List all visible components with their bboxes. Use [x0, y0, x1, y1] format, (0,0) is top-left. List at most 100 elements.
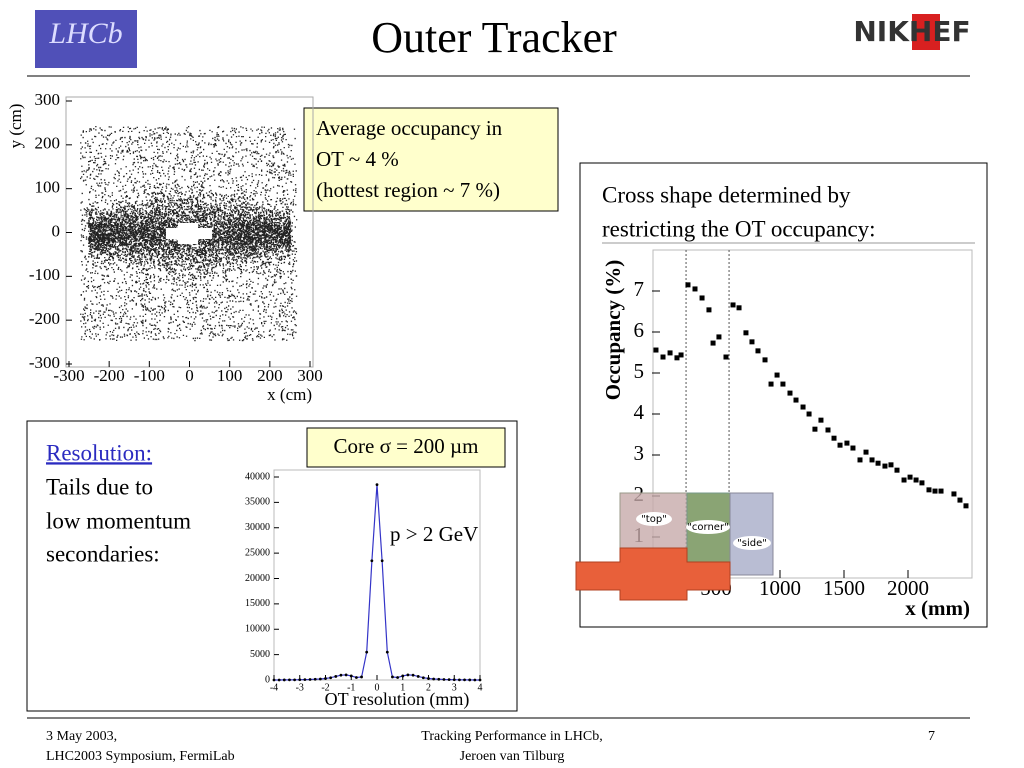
resolution-text: low momentum — [46, 508, 191, 533]
panel-text: Cross shape determined by — [602, 182, 851, 207]
note-line: Average occupancy in — [316, 116, 503, 140]
data-point — [780, 381, 786, 387]
page-number: 7 — [928, 729, 935, 744]
data-point — [699, 295, 705, 301]
momentum-text: p > 2 GeV — [390, 522, 478, 546]
logo-left-bg — [35, 10, 137, 68]
y-tick-label: 10000 — [245, 624, 270, 635]
data-point — [749, 339, 755, 345]
data-point — [919, 480, 925, 486]
resolution-text: Tails due to — [46, 474, 153, 499]
data-point — [416, 675, 420, 678]
data-point — [401, 674, 405, 678]
y-tick-label: 5000 — [250, 649, 270, 660]
x-tick-label: -300 — [53, 366, 84, 385]
logo-left: LHCb — [48, 17, 122, 50]
data-point — [375, 483, 379, 487]
data-point — [329, 676, 333, 680]
data-point — [318, 677, 322, 681]
region-label-bg — [733, 536, 771, 550]
data-point — [313, 677, 317, 681]
data-point — [710, 340, 716, 346]
data-point — [716, 334, 722, 340]
data-point — [963, 503, 969, 509]
core-text: Core σ = 200 µm — [334, 434, 479, 458]
y-tick-label: 15000 — [245, 598, 270, 609]
region-label-bg — [636, 512, 672, 526]
panel — [26, 420, 518, 712]
x-tick-label: -3 — [296, 682, 304, 693]
data-point — [743, 330, 749, 336]
x-tick-label: 4 — [478, 682, 483, 693]
y-tick-label: 6 — [634, 318, 645, 342]
data-point — [730, 302, 736, 308]
data-point — [685, 282, 691, 288]
data-point — [282, 678, 286, 682]
data-point — [432, 677, 436, 681]
data-point — [818, 417, 824, 423]
data-point — [674, 355, 680, 361]
data-point — [706, 307, 712, 313]
data-point — [349, 674, 353, 678]
data-point — [875, 460, 881, 466]
data-point — [396, 676, 399, 679]
data-point — [468, 678, 472, 682]
data-point — [653, 347, 659, 353]
x-tick-label: 2 — [426, 682, 431, 693]
x-tick-label: -2 — [321, 682, 329, 693]
data-point — [831, 435, 837, 441]
data-point — [463, 678, 466, 682]
core-box — [306, 427, 506, 468]
data-point — [926, 487, 932, 493]
x-tick-label: 0 — [185, 366, 194, 385]
x-axis-label: x (mm) — [905, 596, 970, 620]
logo-right: NIKHEF — [853, 15, 970, 48]
data-point — [755, 348, 761, 354]
data-point — [339, 673, 343, 677]
x-tick-label: -100 — [134, 366, 165, 385]
data-point — [303, 678, 307, 681]
note-line: OT ~ 4 % — [316, 147, 399, 171]
data-point — [938, 488, 944, 494]
data-point — [411, 673, 415, 677]
data-point — [932, 488, 938, 494]
data-point — [380, 559, 384, 563]
logo-right-mark — [912, 14, 940, 50]
x-tick-label: 100 — [217, 366, 243, 385]
data-point — [473, 678, 477, 682]
x-axis-label: OT resolution (mm) — [325, 689, 470, 710]
footer-text: LHC2003 Symposium, FermiLab — [46, 749, 235, 764]
data-point — [406, 673, 410, 677]
data-point — [391, 675, 394, 679]
region-label: "corner" — [687, 522, 728, 533]
data-point — [882, 463, 888, 469]
y-tick-label: 100 — [35, 178, 61, 197]
y-tick-label: 3 — [634, 441, 645, 465]
x-tick-label: 1500 — [823, 576, 865, 600]
y-tick-label: 200 — [35, 134, 61, 153]
panel-text: restricting the OT occupancy: — [602, 216, 876, 241]
y-tick-label: 300 — [35, 90, 61, 109]
y-tick-label: 35000 — [245, 497, 270, 508]
y-tick-label: 30000 — [245, 522, 270, 533]
region-corner — [686, 492, 731, 576]
data-point — [894, 467, 900, 473]
y-tick-label: 40000 — [245, 471, 270, 482]
y-tick-label: 7 — [634, 277, 645, 301]
resolution-title: Resolution: — [46, 440, 152, 465]
data-point — [478, 678, 482, 682]
x-axis-label: x (cm) — [267, 385, 312, 404]
x-tick-label: -200 — [94, 366, 125, 385]
data-point — [901, 477, 907, 483]
x-tick-label: -4 — [270, 682, 278, 693]
note-line: (hottest region ~ 7 %) — [316, 178, 500, 202]
data-point — [355, 676, 358, 679]
data-point — [825, 427, 831, 433]
x-tick-label: 2000 — [887, 576, 929, 600]
data-point — [308, 678, 312, 681]
y-tick-label: 5 — [634, 359, 645, 383]
data-point — [762, 357, 768, 363]
footer-text: Jeroen van Tilburg — [460, 749, 565, 764]
data-point — [277, 678, 281, 682]
data-point — [837, 442, 843, 448]
